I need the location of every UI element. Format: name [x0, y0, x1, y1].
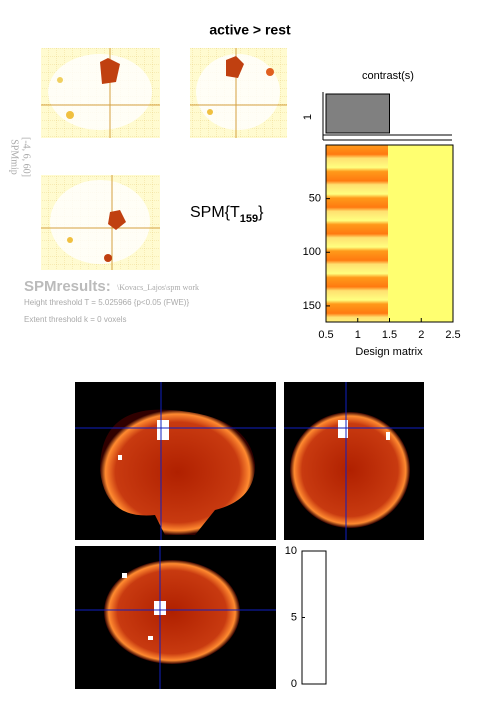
dm-xtick-label: 2: [418, 329, 424, 341]
stat-label: SPM{T159}: [190, 204, 264, 225]
dm-xlabel: Design matrix: [355, 346, 423, 358]
dm-xtick-label: 1.5: [382, 329, 397, 341]
section-coronal: [284, 382, 424, 540]
stat-suffix: }: [258, 204, 264, 221]
dm-xtick-label: 2.5: [445, 329, 460, 341]
mip-label: SPMmip [-4, 6, 60]: [9, 137, 32, 177]
mip-sagittal: [41, 48, 160, 138]
stat-df: 159: [240, 213, 258, 225]
colorbar-tick-label: 10: [285, 545, 297, 557]
design-matrix: [325, 144, 454, 323]
mip-name: SPMmip: [9, 139, 20, 175]
dm-ytick-label: 50: [309, 193, 321, 205]
contrast-title: contrast(s): [362, 70, 414, 82]
section-sagittal: [75, 382, 276, 540]
height-threshold: Height threshold T = 5.025966 {p<0.05 (F…: [24, 298, 189, 307]
contrast-plot: [322, 92, 452, 141]
colorbar: [301, 550, 327, 685]
mip-coords: [-4, 6, 60]: [21, 137, 32, 177]
results-path: \Kovacs_Lajos\spm work: [117, 283, 199, 292]
extent-threshold: Extent threshold k = 0 voxels: [24, 315, 127, 324]
dm-ytick-label: 150: [303, 300, 321, 312]
title: active > rest: [209, 22, 291, 38]
mip-coronal: [190, 48, 287, 138]
contrast-tick: 1: [302, 114, 314, 120]
mip-axial: [41, 175, 160, 270]
contrast-bar: [325, 93, 390, 134]
dm-ytick-label: 100: [303, 246, 321, 258]
dm-xtick-label: 0.5: [318, 329, 333, 341]
colorbar-tick-label: 5: [291, 611, 297, 623]
colorbar-tick-label: 0: [291, 678, 297, 690]
results-label: SPMresults:: [24, 278, 111, 295]
stat-prefix: SPM{T: [190, 204, 240, 221]
section-axial: [75, 546, 276, 689]
dm-xtick-label: 1: [355, 329, 361, 341]
